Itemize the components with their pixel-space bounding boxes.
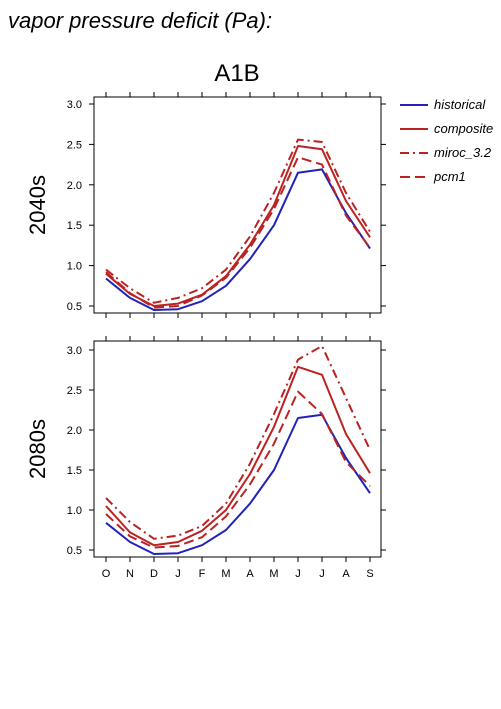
legend-item: pcm1 bbox=[400, 169, 466, 184]
x-tick-label: J bbox=[175, 568, 181, 580]
y-tick-label: 2.0 bbox=[67, 425, 82, 437]
figure-title: vapor pressure deficit (Pa): bbox=[8, 8, 273, 33]
panel-2040s: 0.5 1.0 1.5 2.0 2.5 3.0 2040s bbox=[25, 92, 386, 318]
y-tick-label: 0.5 bbox=[67, 301, 82, 313]
series-line-miroc-3-2 bbox=[105, 138, 371, 304]
x-tick-label: M bbox=[221, 568, 230, 580]
legend-label: miroc_3.2 bbox=[434, 145, 492, 160]
y-tick-label: 3.0 bbox=[67, 345, 82, 357]
x-tick-label: N bbox=[126, 568, 134, 580]
x-tick-label: A bbox=[342, 568, 350, 580]
series-line-composite bbox=[105, 145, 371, 307]
x-tick-label: M bbox=[269, 568, 278, 580]
legend-item: miroc_3.2 bbox=[400, 145, 492, 160]
series-line-pcm1 bbox=[105, 390, 371, 549]
y-tick-label: 1.0 bbox=[67, 505, 82, 517]
y-tick-label: 0.5 bbox=[67, 545, 82, 557]
y-tick-label: 1.5 bbox=[67, 465, 82, 477]
x-tick-label: S bbox=[366, 568, 373, 580]
series-line-pcm1 bbox=[105, 156, 371, 309]
x-tick-label: O bbox=[102, 568, 111, 580]
panel-label: 2080s bbox=[25, 419, 50, 479]
y-tick-label: 2.5 bbox=[67, 139, 82, 151]
legend-label: composite bbox=[434, 121, 493, 136]
y-tick-label: 1.0 bbox=[67, 261, 82, 273]
panel-frame bbox=[93, 96, 382, 314]
chart-legend: historical composite miroc_3.2 pcm1 bbox=[400, 97, 493, 184]
legend-label: historical bbox=[434, 97, 486, 112]
panel-label: 2040s bbox=[25, 175, 50, 235]
legend-label: pcm1 bbox=[433, 169, 466, 184]
legend-item: composite bbox=[400, 121, 493, 136]
y-tick-label: 2.5 bbox=[67, 385, 82, 397]
x-tick-label: A bbox=[246, 568, 254, 580]
x-tick-label: D bbox=[150, 568, 158, 580]
x-tick-label: F bbox=[199, 568, 206, 580]
chart-title: A1B bbox=[214, 60, 259, 87]
y-tick-label: 2.0 bbox=[67, 180, 82, 192]
panel-2080s: 0.5 1.0 1.5 2.0 2.5 3.0 2080s bbox=[25, 336, 386, 562]
x-tick-label: J bbox=[295, 568, 301, 580]
chart-panels: 0.5 1.0 1.5 2.0 2.5 3.0 2040s 0.5 1.0 1.5 2.0 2.5 3.… bbox=[25, 92, 386, 562]
x-tick-label: J bbox=[319, 568, 325, 580]
panel-frame bbox=[93, 340, 382, 558]
y-tick-label: 1.5 bbox=[67, 220, 82, 232]
series-line-historical bbox=[105, 413, 371, 555]
series-line-miroc-3-2 bbox=[105, 345, 371, 540]
y-tick-label: 3.0 bbox=[67, 99, 82, 111]
series-line-historical bbox=[105, 168, 371, 311]
series-line-composite bbox=[105, 365, 371, 547]
legend-item: historical bbox=[400, 97, 486, 112]
